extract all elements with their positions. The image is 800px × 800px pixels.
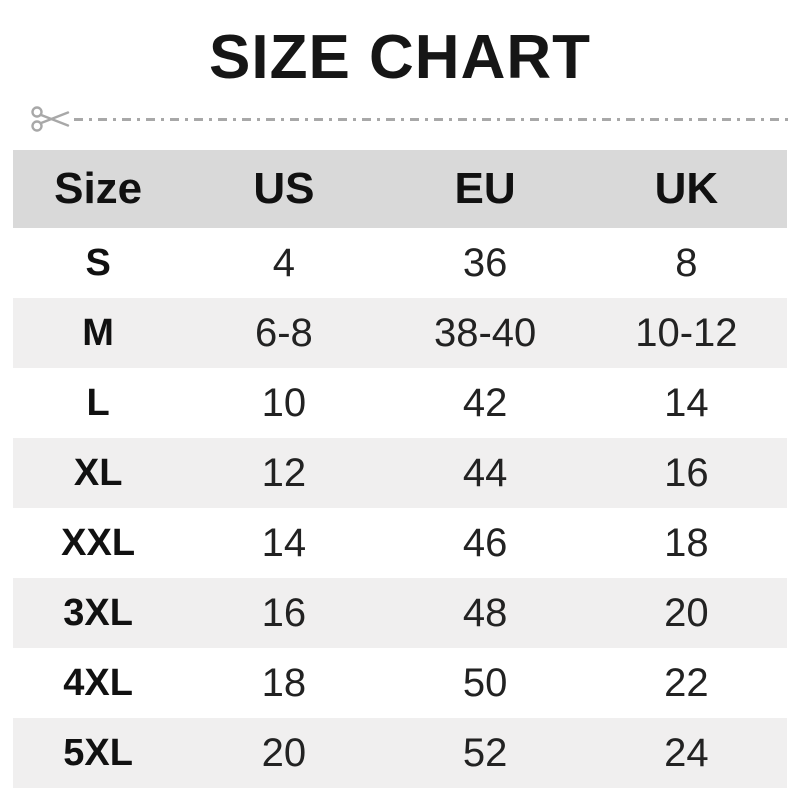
uk-cell: 18 xyxy=(664,520,709,565)
eu-cell: 46 xyxy=(462,520,508,565)
us-cell: 14 xyxy=(261,520,307,565)
uk-cell: 8 xyxy=(675,240,698,285)
uk-cell: 14 xyxy=(664,380,709,425)
table-row-4xl: 4XL 18 50 22 xyxy=(13,648,787,718)
table-header-row: Size US EU UK xyxy=(13,150,787,228)
table-row-m: M 6-8 38-40 10-12 xyxy=(13,298,787,368)
uk-cell: 10-12 xyxy=(635,310,738,355)
eu-cell: 38-40 xyxy=(433,310,537,355)
table-row-3xl: 3XL 16 48 20 xyxy=(13,578,787,648)
column-header-us: US xyxy=(183,150,385,228)
uk-cell: 22 xyxy=(664,660,709,705)
uk-cell: 16 xyxy=(664,450,709,495)
size-cell: XL xyxy=(73,451,123,494)
us-cell: 18 xyxy=(261,660,307,705)
us-cell: 12 xyxy=(261,450,307,495)
size-cell: XXL xyxy=(61,521,136,564)
eu-cell: 42 xyxy=(462,380,508,425)
table-row-s: S 4 36 8 xyxy=(13,228,787,298)
cut-line xyxy=(30,103,793,135)
column-header-uk: UK xyxy=(585,150,787,228)
us-cell: 10 xyxy=(261,380,307,425)
eu-cell: 48 xyxy=(462,590,508,635)
size-cell: 5XL xyxy=(63,731,133,774)
uk-cell: 24 xyxy=(664,730,709,775)
page-title: SIZE CHART xyxy=(209,23,591,92)
size-cell: L xyxy=(86,381,110,424)
table-row-xxl: XXL 14 46 18 xyxy=(13,508,787,578)
eu-cell: 36 xyxy=(462,240,508,285)
dashed-cut-line xyxy=(74,117,793,121)
eu-cell: 44 xyxy=(462,450,508,495)
size-chart-table: Size US EU UK S 4 36 8 M 6-8 38-40 10-12… xyxy=(13,150,787,788)
column-header-size: Size xyxy=(13,150,184,228)
table-row-xl: XL 12 44 16 xyxy=(13,438,787,508)
us-cell: 20 xyxy=(261,730,307,775)
eu-cell: 50 xyxy=(462,660,508,705)
us-cell: 4 xyxy=(272,240,295,285)
us-cell: 6-8 xyxy=(254,310,313,355)
column-header-eu: EU xyxy=(384,150,586,228)
size-cell: 4XL xyxy=(63,661,133,704)
size-cell: 3XL xyxy=(63,591,133,634)
eu-cell: 52 xyxy=(462,730,508,775)
table-row-5xl: 5XL 20 52 24 xyxy=(13,718,787,788)
uk-cell: 20 xyxy=(664,590,709,635)
table-row-l: L 10 42 14 xyxy=(13,368,787,438)
us-cell: 16 xyxy=(261,590,307,635)
size-cell: S xyxy=(85,241,111,284)
size-cell: M xyxy=(82,311,114,354)
scissors-icon xyxy=(31,106,70,132)
